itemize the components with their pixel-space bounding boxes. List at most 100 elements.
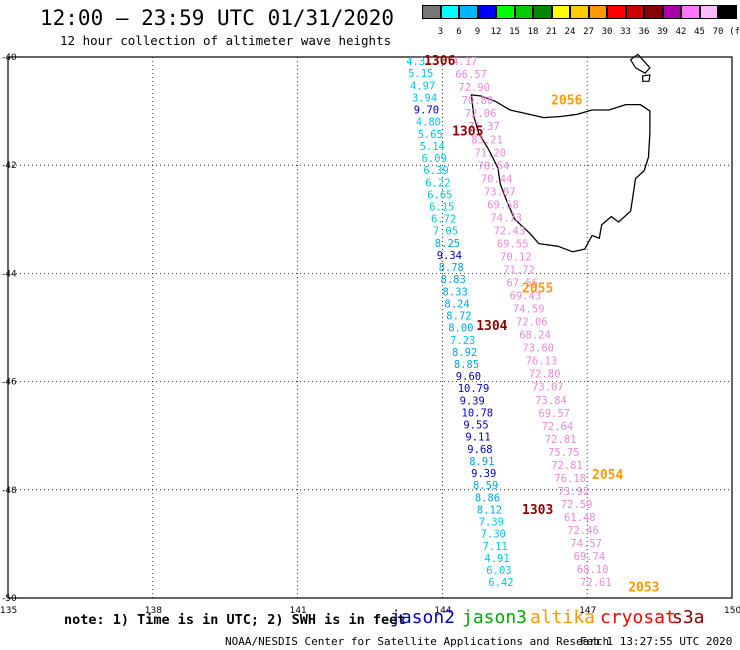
swh-value-altika: 72.80 [529, 369, 561, 381]
swh-value-altika: 76.18 [554, 473, 586, 485]
lat-tick-label: -44 [2, 269, 17, 279]
swh-value-jason: 4.97 [410, 80, 435, 92]
swh-value-jason: 9.39 [460, 395, 485, 407]
swh-value-altika: 69.57 [538, 408, 570, 420]
lon-tick-label: 147 [579, 606, 596, 616]
map-frame [7, 56, 733, 599]
lon-tick-label: 144 [434, 606, 451, 616]
swh-value-altika: 61.48 [564, 512, 596, 524]
swh-value-altika: 71.37 [468, 121, 500, 133]
colorbar-label: 21 [546, 27, 557, 37]
swh-value-jason: 6.22 [425, 177, 450, 189]
swh-value-jason: 8.91 [469, 456, 494, 468]
swh-value-jason: 4.31 [406, 56, 431, 68]
pass-number-label: 1304 [476, 319, 507, 334]
swh-value-altika: 75.75 [548, 447, 580, 459]
colorbar-label: 9 [474, 27, 481, 37]
swh-value-jason: 8.00 [448, 323, 473, 335]
tasmania-coastline [470, 94, 651, 253]
swh-value-altika: 74.59 [513, 304, 545, 316]
colorbar-label: 36 [638, 27, 650, 37]
lon-tick-label: 135 [0, 606, 17, 616]
colorbar-label: 42 [675, 27, 687, 37]
pass-number-label: 1305 [452, 124, 483, 139]
swh-value-jason: 5.65 [418, 129, 443, 141]
colorbar-label: 27 [583, 27, 594, 37]
swh-value-jason: 8.33 [443, 286, 468, 298]
swh-value-altika: 71.72 [503, 265, 535, 277]
swh-value-jason: 8.78 [439, 262, 464, 274]
lon-tick-label: 150 [724, 606, 740, 616]
swh-value-altika: 67.56 [506, 278, 538, 290]
swh-value-jason: 8.92 [452, 347, 477, 359]
swh-value-jason: 9.34 [437, 250, 462, 262]
swh-value-jason: 7.39 [479, 517, 504, 529]
colorbar-label: 30 [601, 27, 613, 37]
swh-value-altika: 72.64 [542, 421, 574, 433]
colorbar-swatch [644, 5, 663, 19]
swh-value-altika: 72.46 [567, 525, 599, 537]
swh-value-altika: 68.24 [519, 330, 551, 342]
swh-value-jason: 10.78 [462, 408, 494, 420]
colorbar-swatch [625, 5, 644, 19]
colorbar-label: 15 [509, 27, 520, 37]
swh-value-altika: 72.90 [458, 82, 490, 94]
satellite-legend-altika: altika [530, 607, 596, 628]
swh-value-altika: 72.81 [545, 434, 577, 446]
colorbar-swatch [440, 5, 459, 19]
swh-value-altika: 69.74 [574, 551, 606, 563]
page-subtitle: 12 hour collection of altimeter wave hei… [60, 33, 392, 48]
colorbar-swatch [681, 5, 700, 19]
swh-value-jason: 8.59 [473, 480, 498, 492]
satellite-legend-s3a: s3a [672, 607, 705, 628]
swh-value-jason: 3.94 [412, 93, 437, 105]
swh-value-altika: 70.80 [462, 95, 494, 107]
colorbar-swatch [496, 5, 515, 19]
pass-number-label: 2055 [522, 281, 553, 296]
lat-tick-label: -46 [2, 378, 17, 388]
colorbar-label: 70 [712, 27, 724, 37]
colorbar-swatch [477, 5, 496, 19]
swh-value-jason: 9.70 [414, 105, 439, 117]
swh-value-altika: 73.07 [484, 186, 516, 198]
colorbar-swatch [607, 5, 626, 19]
lon-tick-label: 141 [290, 606, 307, 616]
swh-value-jason: 5.15 [408, 68, 433, 80]
swh-value-jason: 6.65 [427, 189, 452, 201]
swh-value-jason: 6.72 [431, 214, 456, 226]
swh-value-altika: 70.44 [481, 173, 513, 185]
colorbar-label: 39 [657, 27, 668, 37]
page-title: 12:00 – 23:59 UTC 01/31/2020 [40, 6, 395, 30]
swh-value-altika: 69.55 [497, 239, 529, 251]
swh-value-jason: 6.15 [429, 202, 454, 214]
swh-value-altika: 74.57 [570, 538, 602, 550]
swh-value-altika: 69.58 [487, 199, 519, 211]
footer-note: note: 1) Time is in UTC; 2) SWH is in fe… [64, 612, 406, 628]
swh-value-altika: 72.61 [580, 577, 612, 589]
swh-value-jason: 8.12 [477, 504, 502, 516]
pass-number-label: 2053 [628, 581, 659, 596]
swh-value-altika: 66.57 [455, 69, 487, 81]
swh-value-jason: 7.11 [483, 541, 508, 553]
swh-value-altika: 69.43 [510, 291, 542, 303]
colorbar-swatch [662, 5, 681, 19]
colorbar-unit: (ft) [729, 27, 740, 37]
satellite-legend-cryosat: cryosat [600, 607, 676, 628]
swh-value-jason: 8.86 [475, 492, 500, 504]
colorbar-swatch [699, 5, 718, 19]
swh-value-jason: 7.05 [433, 226, 458, 238]
swh-value-altika: 74.73 [490, 212, 522, 224]
swh-value-altika: 71.20 [474, 147, 506, 159]
lat-tick-label: -40 [2, 53, 17, 63]
swh-value-altika: 73.92 [558, 486, 590, 498]
swh-value-jason: 9.39 [471, 468, 496, 480]
swh-value-jason: 10.79 [458, 383, 490, 395]
pass-number-label: 1306 [424, 54, 455, 69]
swh-value-altika: 72.06 [516, 317, 548, 329]
swh-value-altika: 4.17 [452, 56, 477, 68]
lat-tick-label: -48 [2, 486, 17, 496]
swh-value-jason: 6.39 [423, 165, 448, 177]
swh-value-jason: 9.11 [465, 432, 490, 444]
swh-value-jason: 9.68 [467, 444, 492, 456]
